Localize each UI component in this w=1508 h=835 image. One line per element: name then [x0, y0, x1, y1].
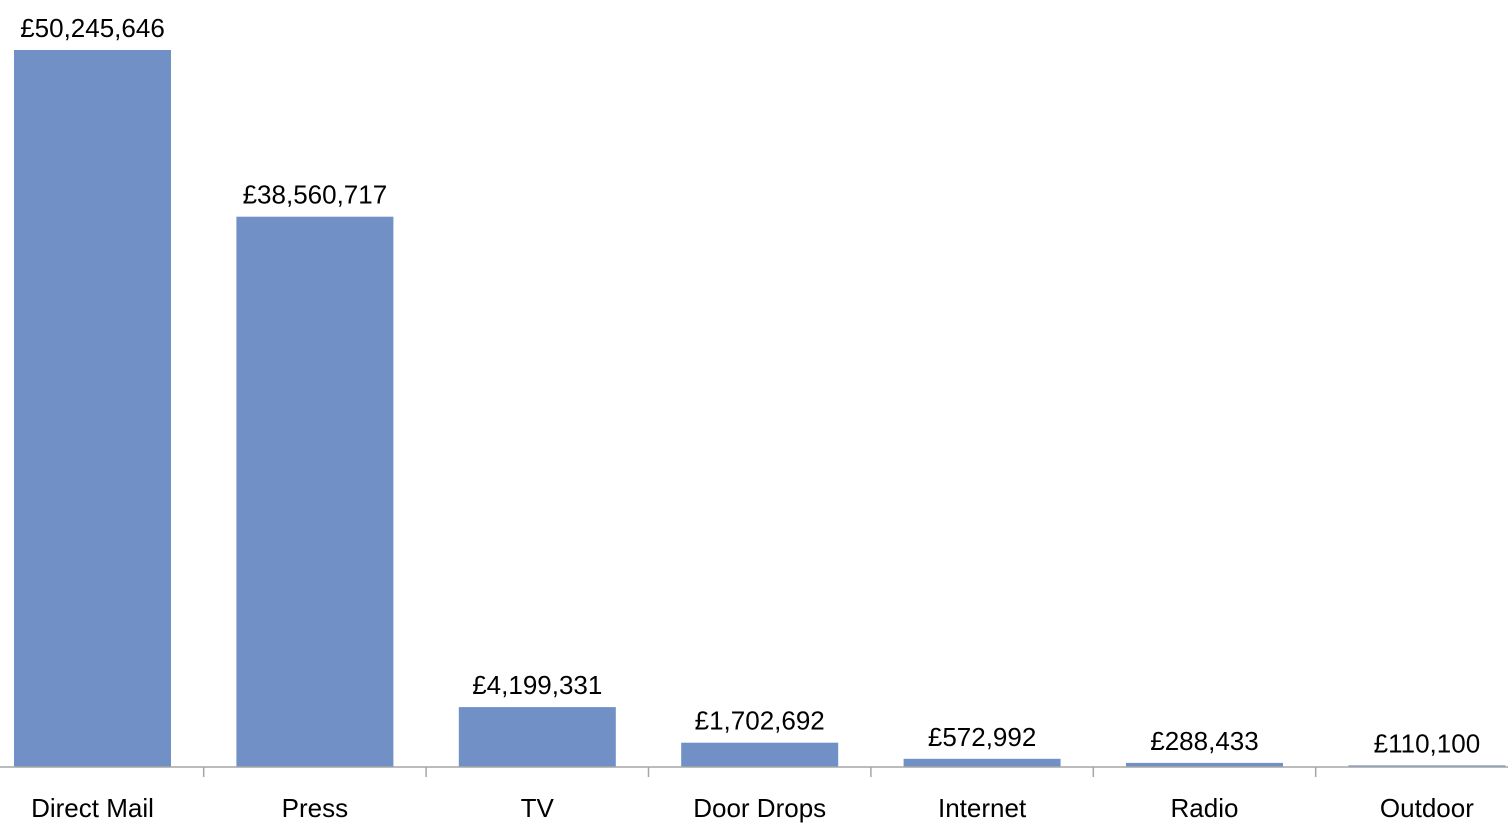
data-label-outdoor: £110,100: [1374, 728, 1481, 758]
x-axis-ticks-group: [202, 767, 1317, 777]
bar-radio: [1126, 762, 1283, 767]
data-label-internet: £572,992: [928, 722, 1036, 752]
data-label-press: £38,560,717: [243, 180, 388, 210]
x-tick-label-internet: Internet: [938, 793, 1027, 823]
bar-press: [236, 216, 394, 767]
x-tick-label-radio: Radio: [1171, 793, 1239, 823]
x-tick-label-press: Press: [282, 793, 348, 823]
x-tick-label-door-drops: Door Drops: [693, 793, 826, 823]
bars-group: [14, 50, 1506, 767]
bar-door-drops: [681, 742, 839, 767]
x-tick-label-outdoor: Outdoor: [1380, 793, 1474, 823]
data-label-door-drops: £1,702,692: [695, 706, 825, 736]
bar-internet: [903, 758, 1061, 767]
x-axis-labels-group: Direct Mail Press TV Door Drops Internet Radi…: [31, 793, 1474, 823]
data-label-tv: £4,199,331: [472, 670, 602, 700]
bar-tv: [458, 707, 616, 767]
x-tick-label-direct-mail: Direct Mail: [31, 793, 154, 823]
data-labels-group: £50,245,646 £38,560,717 £4,199,331 £1,702,6…: [20, 13, 1480, 758]
x-tick-label-tv: TV: [521, 793, 555, 823]
data-label-direct-mail: £50,245,646: [20, 13, 165, 43]
bar-outdoor: [1348, 765, 1506, 767]
data-label-radio: £288,433: [1150, 726, 1258, 756]
bar-direct-mail: [14, 50, 171, 767]
